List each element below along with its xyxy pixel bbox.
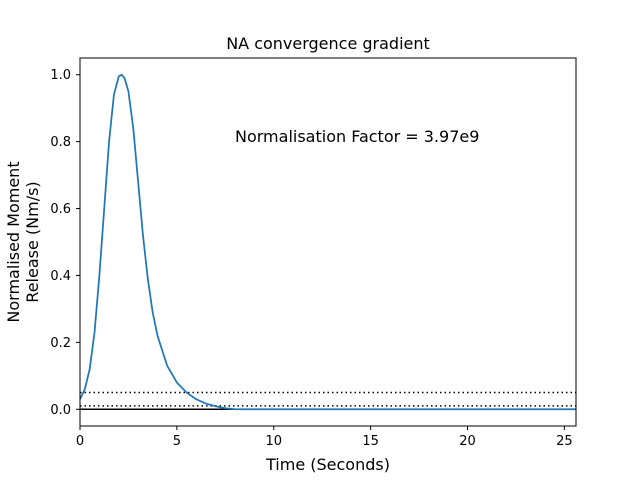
x-tick-label: 0	[76, 434, 84, 449]
y-axis-label-line-1: Normalised Moment	[4, 161, 23, 322]
plot-frame	[79, 57, 577, 427]
x-tick-label: 5	[173, 434, 181, 449]
y-axis-label-line-2: Release (Nm/s)	[23, 181, 42, 302]
y-tick-label: 1.0	[50, 68, 71, 83]
series-group	[79, 73, 576, 411]
x-tick-label: 20	[459, 434, 476, 449]
plot-area: Normalisation Factor = 3.97e9	[79, 57, 577, 427]
normalisation-annotation: Normalisation Factor = 3.97e9	[235, 127, 479, 146]
y-tick-label: 0.2	[50, 336, 71, 351]
x-tick-label: 25	[556, 434, 573, 449]
y-axis-ticks: 0.0 0.2 0.4 0.6 0.8 1.0	[50, 68, 80, 418]
y-tick-label: 0.4	[50, 269, 71, 284]
y-tick-label: 0.0	[50, 403, 71, 418]
y-tick-label: 0.8	[50, 135, 71, 150]
x-axis-ticks: 0 5 10 15 20 25	[76, 426, 573, 449]
y-tick-label: 0.6	[50, 202, 71, 217]
x-tick-label: 15	[362, 434, 379, 449]
series-line-0	[79, 73, 576, 411]
chart-title: NA convergence gradient	[226, 34, 430, 53]
x-axis-label: Time (Seconds)	[265, 455, 390, 474]
x-tick-label: 10	[265, 434, 282, 449]
